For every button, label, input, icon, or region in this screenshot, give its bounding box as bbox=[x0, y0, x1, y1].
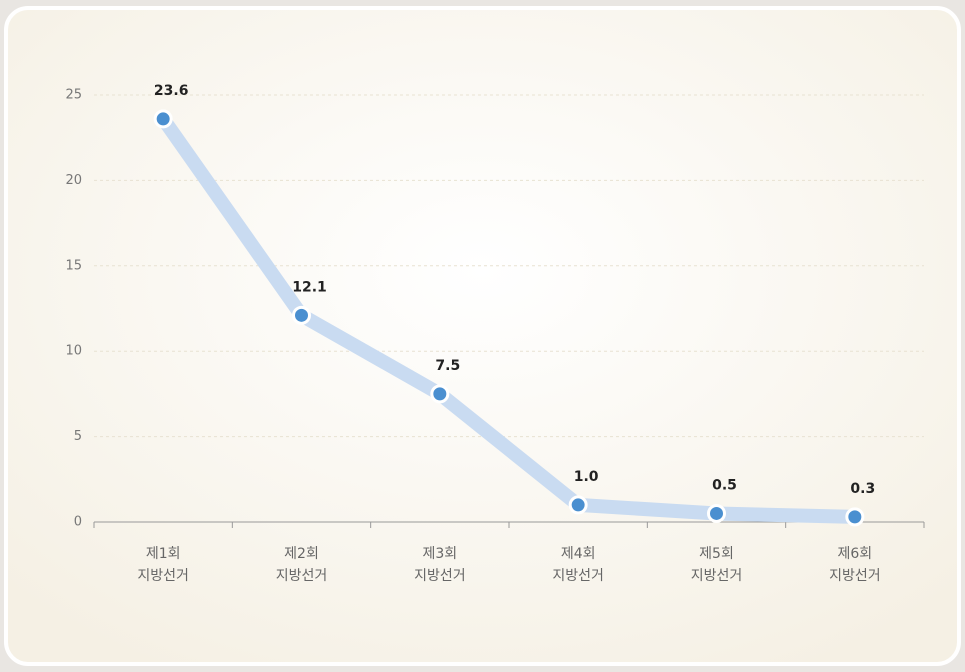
y-tick-label: 0 bbox=[74, 515, 82, 530]
x-tick-label: 지방선거 bbox=[552, 568, 604, 584]
y-tick-label: 25 bbox=[65, 88, 82, 103]
x-tick-label: 지방선거 bbox=[414, 568, 466, 584]
line bbox=[156, 111, 862, 524]
value-label: 7.5 bbox=[435, 358, 460, 374]
x-tick-label: 제1회 bbox=[146, 546, 181, 562]
point bbox=[845, 507, 865, 527]
y-tick-label: 20 bbox=[65, 173, 82, 188]
x-tick-label: 지방선거 bbox=[691, 568, 743, 584]
x-tick-label: 지방선거 bbox=[137, 568, 189, 584]
y-tick-label: 5 bbox=[74, 429, 82, 444]
value-label: 12.1 bbox=[292, 279, 327, 295]
point bbox=[707, 503, 726, 523]
x-tick-label: 지방선거 bbox=[829, 568, 881, 584]
value-label: 23.6 bbox=[154, 83, 189, 99]
x-tick-label: 제2회 bbox=[284, 546, 319, 562]
value-label: 1.0 bbox=[574, 469, 599, 485]
point bbox=[292, 305, 311, 325]
value-label: 0.3 bbox=[850, 481, 875, 497]
x-tick-label: 지방선거 bbox=[276, 568, 328, 584]
x-tick-label: 제6회 bbox=[837, 546, 872, 562]
x-tick-label: 제3회 bbox=[422, 546, 457, 562]
x-tick-label: 제5회 bbox=[699, 546, 734, 562]
card bbox=[4, 6, 961, 666]
point bbox=[153, 109, 173, 129]
y-tick-label: 15 bbox=[65, 258, 82, 273]
x-tick-label: 제4회 bbox=[561, 546, 596, 562]
point bbox=[430, 384, 450, 404]
point bbox=[568, 495, 588, 515]
value-label: 0.5 bbox=[712, 477, 737, 493]
y-tick-label: 10 bbox=[65, 344, 82, 359]
